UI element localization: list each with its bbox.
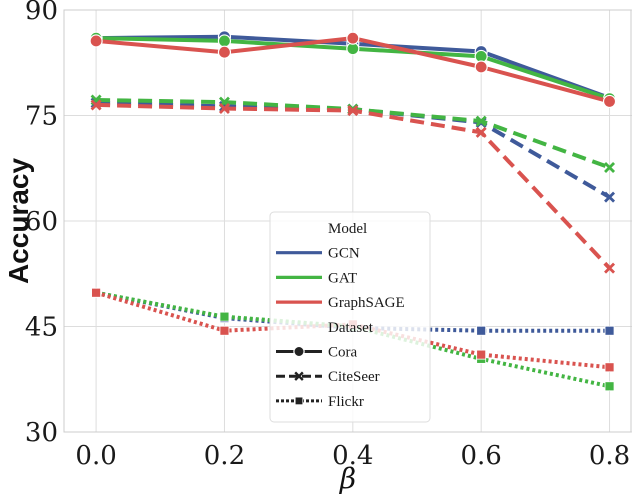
- x-tick-labels: 0.0 0.2 0.4 0.6 0.8: [75, 441, 630, 471]
- legend-title-text: Model: [328, 221, 367, 237]
- data-point-graphsage-flickr: [91, 287, 101, 298]
- x-tick-label: 0.6: [460, 441, 501, 471]
- legend-title-dataset: Dataset: [328, 320, 374, 336]
- data-point-gat-flickr: [219, 311, 230, 322]
- data-point-graphsage-cora: [89, 34, 103, 48]
- data-point-graphsage-flickr: [219, 325, 230, 336]
- y-tick-label: 45: [25, 313, 58, 343]
- legend-marker: [294, 371, 304, 381]
- y-tick-labels: 30 45 60 75 90: [25, 0, 58, 448]
- data-point-gcn-citeseer: [604, 191, 616, 203]
- data-point-graphsage-citeseer: [475, 126, 487, 138]
- legend-marker: [294, 396, 304, 406]
- x-tick-label: 0.2: [204, 441, 245, 471]
- legend-entry-cora: Cora: [276, 345, 358, 361]
- legend-box: [269, 211, 431, 423]
- data-point-gcn-flickr: [476, 325, 487, 336]
- legend-entry-gat: GAT: [276, 270, 357, 286]
- data-point-graphsage-citeseer: [347, 105, 359, 117]
- y-tick-label: 60: [25, 207, 58, 237]
- legend-label: CiteSeer: [328, 369, 380, 385]
- legend-label: GAT: [328, 270, 357, 286]
- data-point-graphsage-flickr: [604, 362, 615, 373]
- data-point-graphsage-cora: [346, 31, 360, 45]
- legend-marker: [293, 345, 305, 358]
- legend-title-model: Model: [328, 221, 367, 237]
- data-point-graphsage-citeseer: [218, 102, 230, 114]
- legend-label: GraphSAGE: [328, 295, 405, 311]
- legend-entry-graphsage: GraphSAGE: [276, 295, 405, 311]
- data-point-graphsage-cora: [217, 45, 232, 59]
- data-point-gat-flickr: [604, 381, 615, 392]
- y-tick-label: 90: [25, 0, 58, 26]
- legend-entry-flickr: Flickr: [276, 394, 364, 410]
- data-point-gcn-flickr: [604, 325, 615, 336]
- x-tick-label: 0.8: [589, 441, 630, 471]
- data-point-graphsage-flickr: [476, 349, 487, 360]
- legend-title-text: Dataset: [328, 320, 374, 336]
- x-axis-label: β: [339, 462, 356, 495]
- data-point-graphsage-cora: [602, 94, 617, 109]
- data-point-gat-cora: [217, 34, 232, 48]
- x-tick-label: 0.4: [332, 441, 373, 471]
- legend: Model GCN GAT GraphSAGE Dataset Cora CiteSeer F…: [269, 211, 431, 423]
- data-point-graphsage-citeseer: [604, 262, 616, 274]
- data-point-gat-citeseer: [475, 115, 487, 127]
- data-point-graphsage-cora: [474, 60, 488, 74]
- legend-entry-citeseer: CiteSeer: [276, 369, 380, 385]
- legend-entry-gcn: GCN: [276, 246, 360, 262]
- data-point-gat-citeseer: [604, 162, 616, 174]
- y-tick-label: 30: [25, 418, 58, 448]
- series-graphsage-cora: [89, 31, 617, 109]
- plot-frame: [63, 9, 632, 433]
- legend-label: GCN: [328, 246, 360, 262]
- legend-label: Cora: [328, 345, 358, 361]
- data-point-graphsage-citeseer: [90, 99, 102, 111]
- legend-label: Flickr: [328, 394, 364, 410]
- y-axis-label: Accuracy: [3, 158, 34, 285]
- series-graphsage-citeseer: [90, 99, 616, 274]
- x-tick-label: 0.0: [75, 441, 116, 471]
- y-tick-label: 75: [25, 102, 58, 132]
